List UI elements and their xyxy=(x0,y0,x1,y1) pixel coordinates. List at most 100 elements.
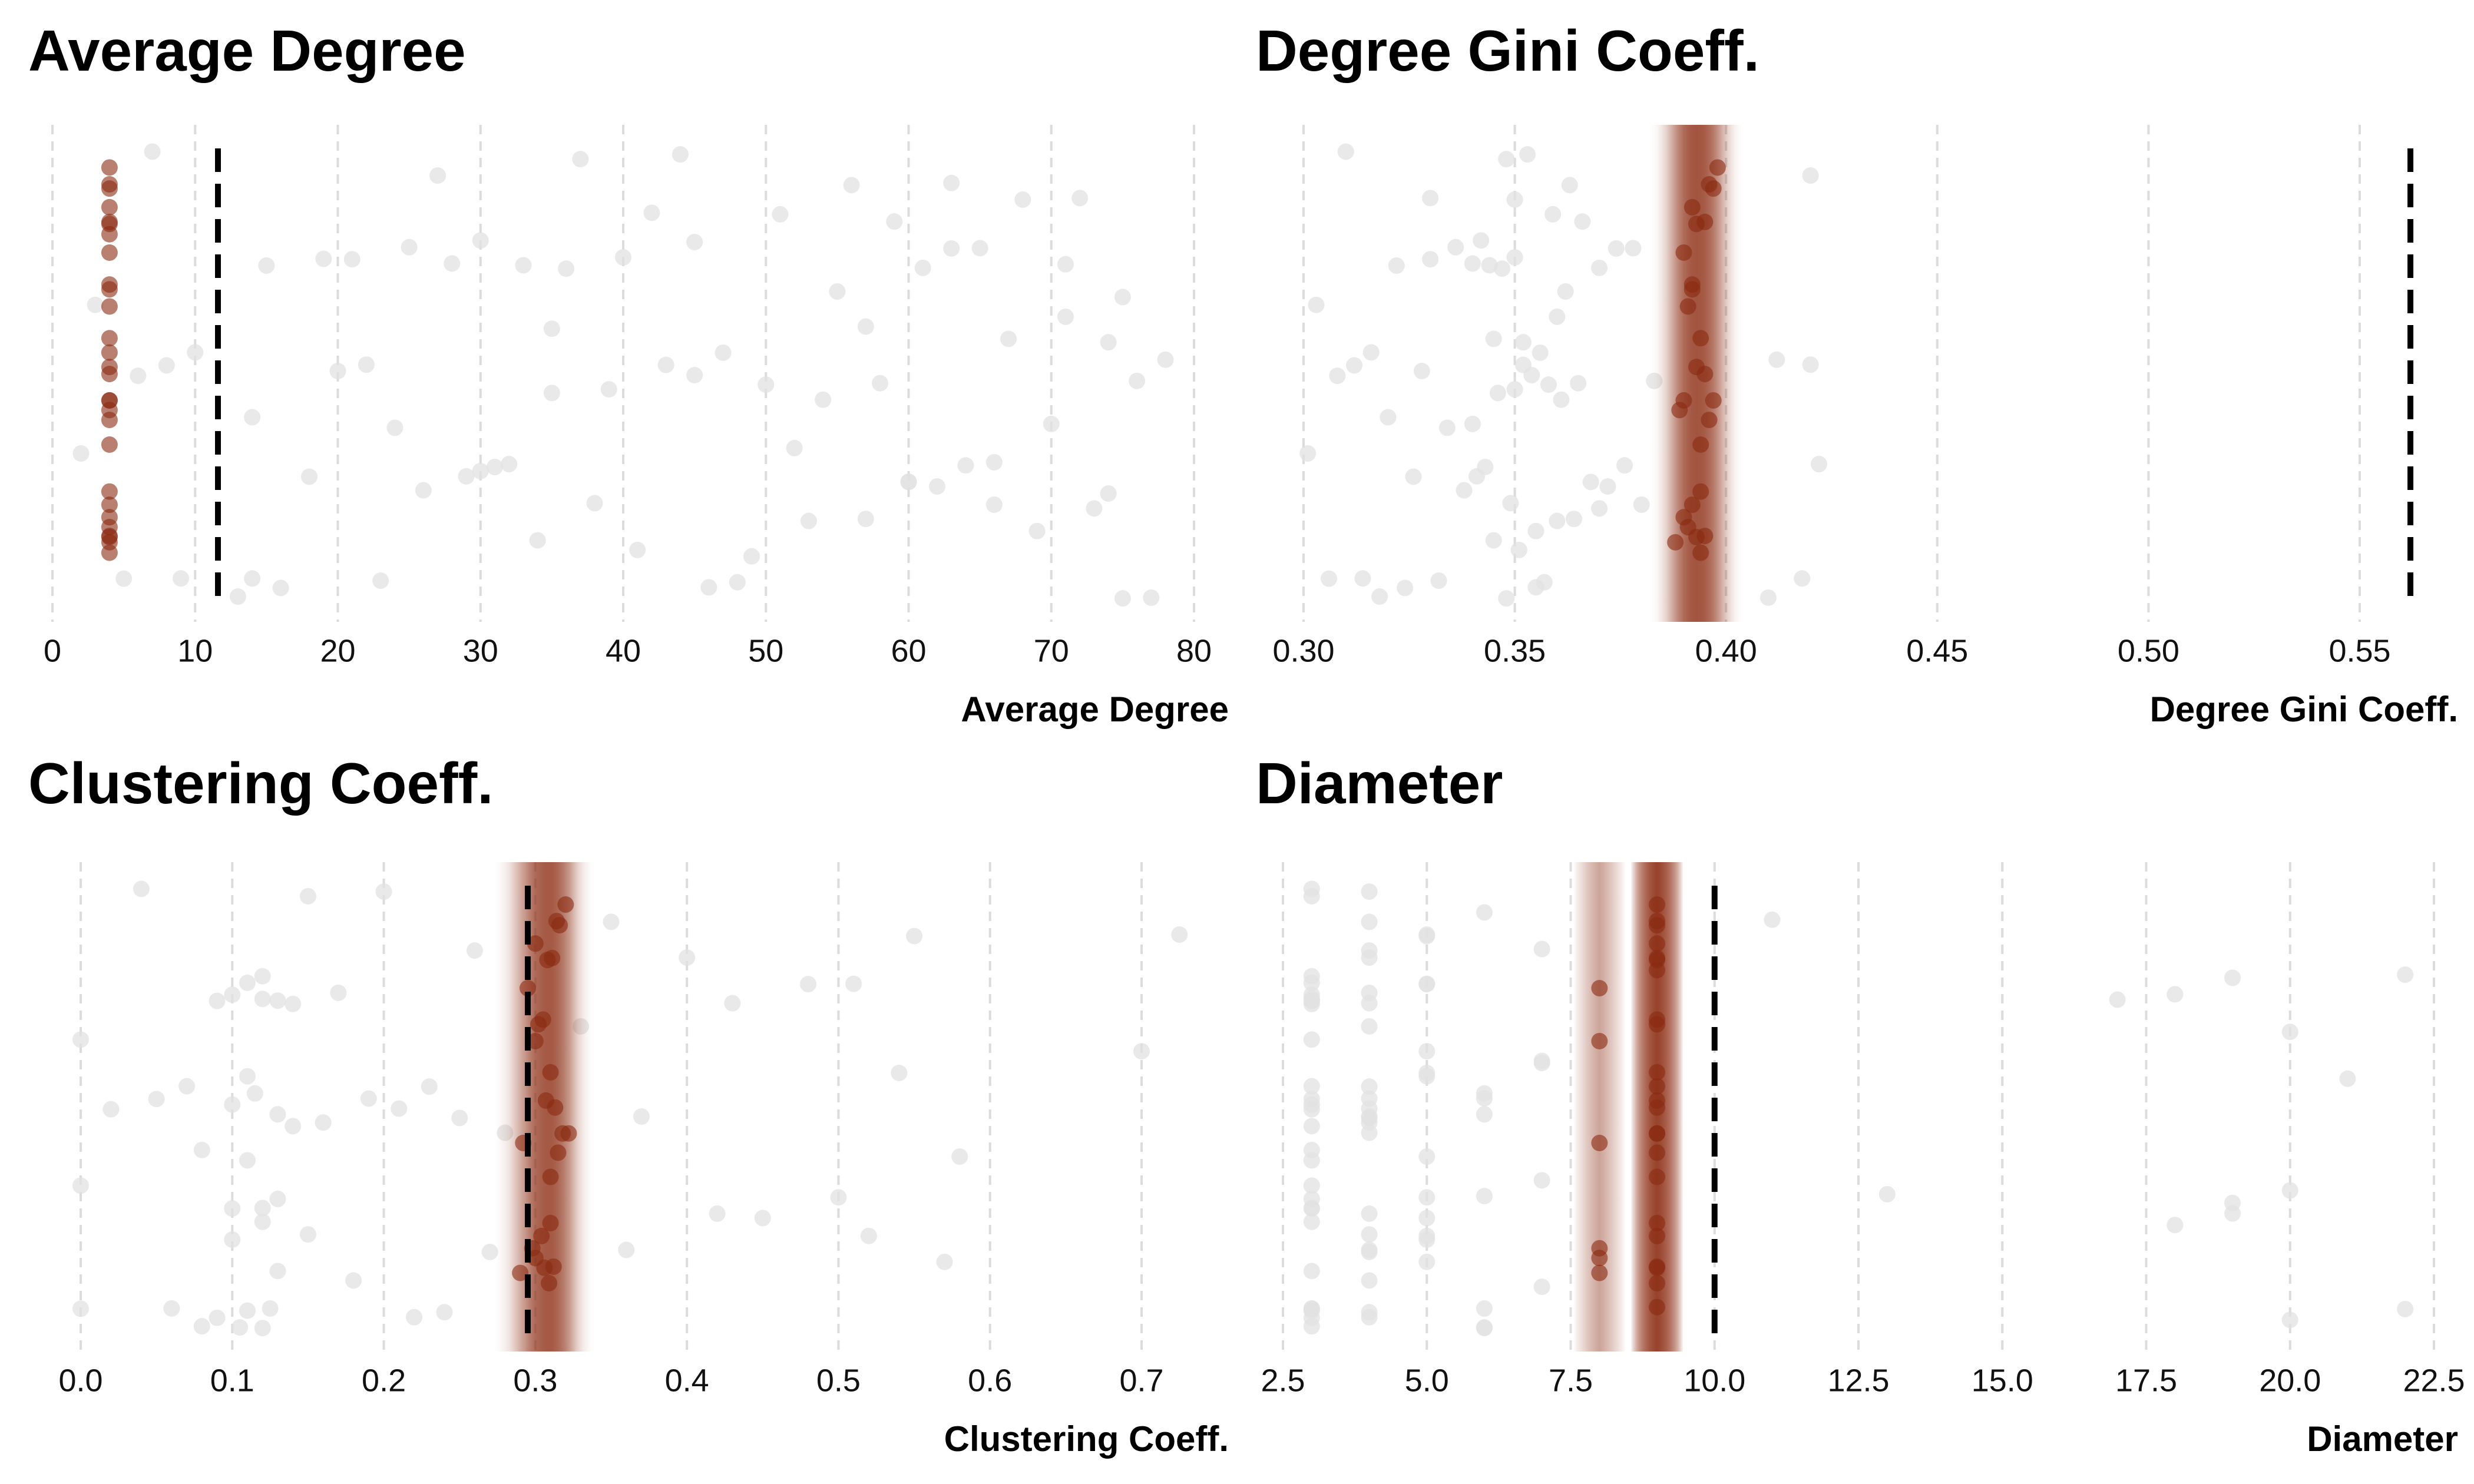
background-point xyxy=(1489,385,1506,402)
background-point xyxy=(451,1109,468,1127)
background-point xyxy=(2224,969,2241,986)
background-point xyxy=(1464,255,1481,272)
highlight-point xyxy=(1649,1078,1666,1095)
background-point xyxy=(971,240,988,257)
x-axis-label: Degree Gini Coeff. xyxy=(2150,690,2458,729)
highlight-point xyxy=(560,1125,577,1142)
highlight-point xyxy=(1692,483,1709,500)
highlight-point xyxy=(101,412,118,429)
background-point xyxy=(1533,1052,1550,1069)
background-point xyxy=(406,1309,423,1326)
background-point xyxy=(87,296,104,313)
highlight-point xyxy=(527,1032,544,1049)
background-point xyxy=(754,1210,771,1227)
x-axis-label: Average Degree xyxy=(961,690,1229,729)
background-point xyxy=(1514,334,1532,351)
background-point xyxy=(679,949,696,966)
background-point xyxy=(421,1078,438,1095)
x-tick-label: 20.0 xyxy=(2259,1363,2321,1398)
background-point xyxy=(1418,1253,1436,1270)
background-point xyxy=(254,1200,271,1217)
background-point xyxy=(1418,975,1436,992)
highlight-point xyxy=(101,198,118,216)
highlight-point xyxy=(541,1275,558,1292)
highlight-point xyxy=(101,344,118,361)
highlight-point xyxy=(1649,935,1666,952)
highlight-point xyxy=(1649,1144,1666,1161)
background-point xyxy=(429,167,446,184)
background-point xyxy=(239,1068,256,1085)
x-tick-label: 17.5 xyxy=(2115,1363,2177,1398)
background-point xyxy=(209,992,226,1009)
background-point xyxy=(1361,1018,1378,1035)
background-point xyxy=(285,1118,302,1135)
background-point xyxy=(2224,1205,2241,1222)
background-point xyxy=(372,572,389,589)
background-point xyxy=(1143,589,1160,606)
highlight-point xyxy=(527,935,544,952)
highlight-point xyxy=(1649,962,1666,979)
background-point xyxy=(472,462,489,479)
background-point xyxy=(501,456,518,473)
x-tick-label: 0.6 xyxy=(968,1363,1012,1398)
highlight-point xyxy=(1591,1250,1608,1267)
background-point xyxy=(193,1318,210,1335)
background-point xyxy=(1361,1226,1378,1243)
background-point xyxy=(799,976,816,993)
background-point xyxy=(1561,177,1578,194)
background-point xyxy=(1114,590,1131,607)
x-tick-label: 10.0 xyxy=(1683,1363,1745,1398)
background-point xyxy=(1303,1096,1320,1113)
x-tick-label: 0.30 xyxy=(1272,633,1334,668)
panel: Clustering Coeff. 0.0 0.1 0.2 0.3 0.4 0.5 0.6 0.… xyxy=(28,751,1229,1459)
background-point xyxy=(1477,459,1494,476)
highlight-point xyxy=(101,496,118,514)
highlight-point xyxy=(1591,980,1608,997)
background-point xyxy=(209,1309,226,1326)
x-tick-label: 0.2 xyxy=(362,1363,406,1398)
highlight-point xyxy=(101,483,118,500)
background-point xyxy=(1582,473,1599,491)
background-point xyxy=(936,1253,953,1270)
background-point xyxy=(1422,251,1439,268)
highlight-point xyxy=(1649,1099,1666,1116)
background-point xyxy=(2339,1070,2356,1087)
background-point xyxy=(1447,238,1464,256)
background-point xyxy=(600,381,617,398)
background-point xyxy=(1418,1231,1436,1248)
x-tick-label: 70 xyxy=(1034,633,1069,668)
background-point xyxy=(1506,249,1523,266)
background-point xyxy=(254,1213,271,1230)
x-tick-label: 0.7 xyxy=(1119,1363,1163,1398)
background-point xyxy=(1303,1190,1320,1207)
background-point xyxy=(829,283,846,300)
background-point xyxy=(543,385,560,402)
highlight-point xyxy=(1692,330,1709,347)
highlight-point xyxy=(101,180,118,197)
background-point xyxy=(358,356,375,373)
background-point xyxy=(1337,143,1354,160)
background-point xyxy=(1591,259,1608,276)
background-point xyxy=(1361,883,1378,900)
background-point xyxy=(2281,1182,2298,1199)
x-tick-label: 0 xyxy=(44,633,61,668)
background-point xyxy=(1625,240,1642,257)
panel-title: Clustering Coeff. xyxy=(28,751,493,816)
background-point xyxy=(163,1300,180,1317)
x-tick-label: 80 xyxy=(1176,633,1212,668)
background-point xyxy=(1591,500,1608,517)
background-point xyxy=(543,320,560,337)
background-point xyxy=(1764,911,1781,928)
background-point xyxy=(1014,191,1031,208)
highlight-point xyxy=(101,330,118,347)
background-point xyxy=(224,1096,241,1113)
background-point xyxy=(657,356,674,373)
background-point xyxy=(254,968,271,985)
highlight-point xyxy=(557,896,574,913)
background-point xyxy=(315,1114,332,1131)
background-point xyxy=(1438,419,1456,436)
highlight-point xyxy=(101,159,118,176)
background-point xyxy=(1043,415,1060,432)
background-point xyxy=(239,1152,256,1169)
background-point xyxy=(272,579,289,597)
